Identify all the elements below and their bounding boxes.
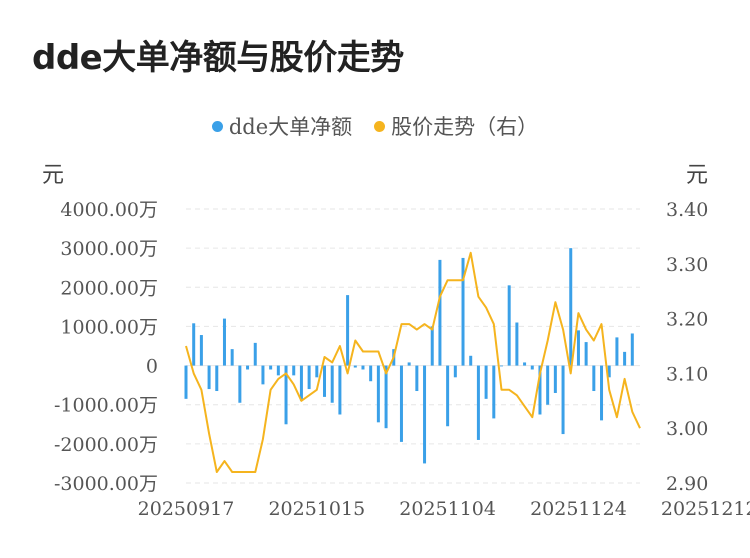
- bar: [307, 365, 311, 390]
- x-axis-ticks: 20250917 20251015 20251104 20251124 20251212: [138, 498, 750, 520]
- bar: [492, 365, 496, 419]
- bar: [507, 285, 511, 366]
- bar: [453, 365, 457, 378]
- bar: [376, 365, 380, 423]
- bar: [592, 365, 596, 392]
- bar: [299, 365, 303, 401]
- right-tick-label: 3.20: [666, 309, 708, 331]
- left-tick-label: 0: [146, 356, 158, 378]
- right-tick-label: 2.90: [666, 473, 708, 495]
- bar: [246, 365, 250, 370]
- bar: [600, 365, 604, 421]
- bar: [438, 259, 442, 366]
- bar: [538, 365, 542, 415]
- bar: [476, 365, 480, 440]
- price-line: [185, 251, 641, 473]
- bar: [238, 365, 242, 403]
- bar-series: [184, 248, 634, 464]
- legend-item-bar[interactable]: dde大单净额: [211, 111, 353, 141]
- bar: [515, 322, 519, 366]
- bar: [569, 248, 573, 366]
- left-tick-label: 4000.00万: [60, 199, 158, 221]
- bar: [384, 365, 388, 429]
- x-tick-label: 20250917: [138, 498, 235, 520]
- bar: [292, 365, 296, 376]
- bar: [269, 365, 273, 370]
- line-series: [185, 251, 641, 473]
- bar: [530, 365, 534, 370]
- right-axis-unit: 元: [685, 163, 708, 188]
- bar: [361, 365, 365, 370]
- legend: dde大单净额 股价走势（右）: [0, 111, 750, 141]
- bar: [315, 365, 319, 378]
- right-axis-ticks: 3.40 3.30 3.20 3.10 3.00 2.90: [666, 199, 708, 495]
- bar: [423, 365, 427, 464]
- legend-line-marker: [374, 120, 386, 132]
- bar: [230, 349, 234, 366]
- bar: [461, 257, 465, 366]
- left-tick-label: -2000.00万: [54, 434, 158, 456]
- bar: [353, 365, 357, 368]
- bar: [630, 333, 634, 366]
- bar: [430, 326, 434, 366]
- bar: [323, 365, 327, 397]
- bar: [215, 365, 219, 392]
- bar: [584, 342, 588, 366]
- legend-bar-marker: [211, 120, 223, 132]
- left-tick-label: -3000.00万: [54, 473, 158, 495]
- legend-line-label: 股价走势（右）: [391, 115, 539, 139]
- bar: [207, 365, 211, 390]
- bar: [222, 318, 226, 366]
- left-tick-label: 2000.00万: [60, 277, 158, 299]
- left-tick-label: 1000.00万: [60, 316, 158, 338]
- bar: [369, 365, 373, 382]
- bar: [553, 365, 557, 393]
- left-tick-label: 3000.00万: [60, 238, 158, 260]
- bar: [399, 365, 403, 442]
- bar: [338, 365, 342, 415]
- bar: [330, 365, 334, 403]
- bar: [276, 365, 280, 376]
- bar: [253, 342, 257, 366]
- bar: [184, 365, 188, 399]
- legend-item-line[interactable]: 股价走势（右）: [374, 111, 538, 141]
- left-axis-ticks: 4000.00万 3000.00万 2000.00万 1000.00万 0 -1000.0…: [54, 199, 158, 495]
- bar: [607, 365, 611, 378]
- left-tick-label: -1000.00万: [54, 395, 158, 417]
- bar: [576, 330, 580, 366]
- right-tick-label: 3.40: [666, 199, 708, 221]
- bar: [407, 362, 411, 366]
- bar: [561, 365, 565, 435]
- x-tick-label: 20251212: [661, 498, 750, 520]
- x-tick-label: 20251124: [530, 498, 627, 520]
- bar: [446, 365, 450, 427]
- bar: [484, 365, 488, 399]
- chart-title: dde大单净额与股价走势: [32, 38, 404, 78]
- bar: [546, 365, 550, 405]
- bar: [261, 365, 265, 385]
- bar: [623, 351, 627, 366]
- bar: [523, 362, 527, 366]
- bar: [615, 337, 619, 366]
- bar: [192, 323, 196, 366]
- legend-bar-label: dde大单净额: [228, 115, 353, 139]
- x-tick-label: 20251015: [268, 498, 365, 520]
- right-tick-label: 3.30: [666, 254, 708, 276]
- bar: [199, 335, 203, 366]
- right-tick-label: 3.00: [666, 418, 708, 440]
- bar: [415, 365, 419, 392]
- bar: [284, 365, 288, 425]
- right-tick-label: 3.10: [666, 363, 708, 385]
- bar: [346, 295, 350, 366]
- left-axis-unit: 元: [42, 163, 65, 188]
- bar: [499, 365, 503, 367]
- x-tick-label: 20251104: [399, 498, 496, 520]
- bar: [469, 355, 473, 366]
